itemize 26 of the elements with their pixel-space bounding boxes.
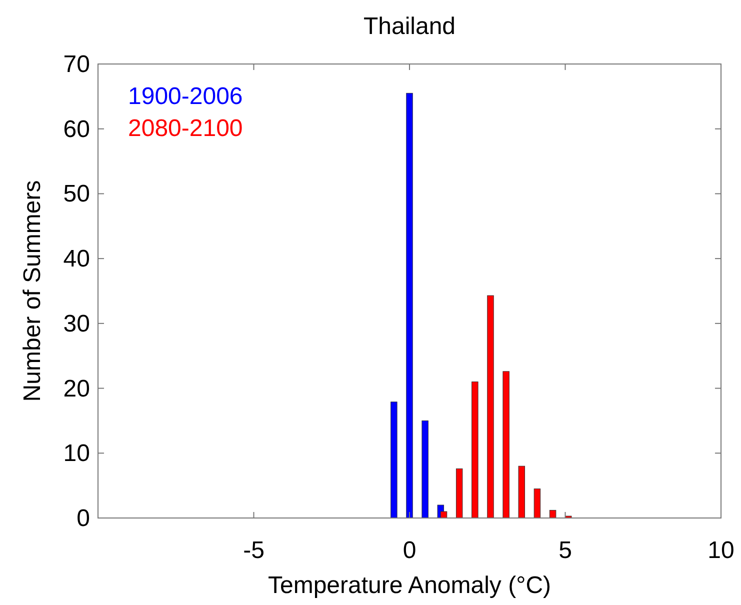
y-axis-title: Number of Summers bbox=[19, 180, 46, 402]
bar bbox=[456, 468, 463, 518]
chart-title: Thailand bbox=[363, 13, 456, 40]
y-tick-label: 0 bbox=[76, 505, 90, 532]
y-tick-label: 20 bbox=[63, 375, 90, 402]
bar bbox=[518, 466, 526, 518]
bar bbox=[390, 402, 398, 518]
x-tick-label: 10 bbox=[708, 537, 734, 564]
x-axis-title: Temperature Anomaly (°C) bbox=[268, 572, 552, 599]
x-tick-label: 5 bbox=[558, 537, 572, 564]
text: 1900-2006 bbox=[128, 83, 243, 110]
text: 2080-2100 bbox=[128, 115, 243, 142]
bar bbox=[406, 92, 413, 518]
bar bbox=[472, 382, 478, 518]
y-tick-label: 70 bbox=[63, 51, 90, 78]
y-tick-label: 50 bbox=[63, 180, 90, 208]
y-tick-label: 30 bbox=[63, 310, 90, 338]
bar bbox=[422, 420, 428, 518]
x-tick-label: 0 bbox=[402, 537, 416, 564]
x-tick-label: -5 bbox=[243, 537, 264, 564]
y-tick-label: 60 bbox=[63, 116, 90, 143]
y-tick-label: 40 bbox=[63, 246, 90, 273]
bar bbox=[534, 488, 541, 518]
y-tick-label: 10 bbox=[63, 440, 90, 468]
bar bbox=[487, 295, 494, 518]
bar bbox=[502, 371, 510, 518]
